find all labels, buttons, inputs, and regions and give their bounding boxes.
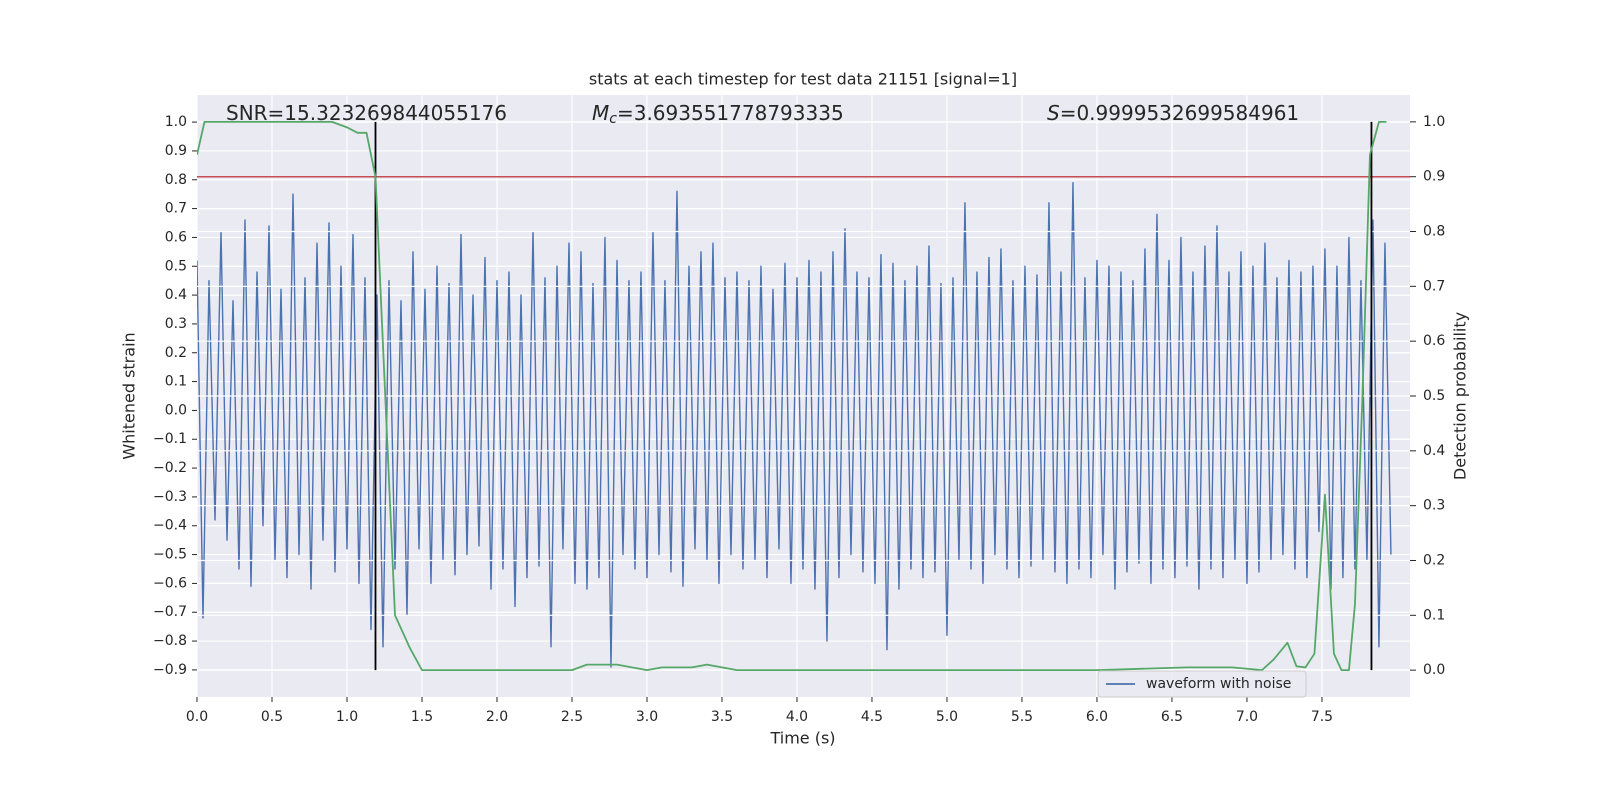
y-tick-label: 1.0 [165,114,187,130]
y2-axis-label: Detection probability [1451,312,1470,480]
x-tick-label: 1.0 [336,709,358,725]
y-tick-label: 0.3 [165,316,187,332]
chart-title: stats at each timestep for test data 211… [589,70,1017,89]
annotation-text: =3.693551778793335 [617,101,844,125]
y2-tick-label: 0.5 [1423,388,1445,404]
y-tick-label: 0.7 [165,201,187,217]
plot-layer [197,181,1392,668]
y-tick-label: −0.9 [153,662,187,678]
legend-label: waveform with noise [1146,676,1291,692]
y-tick-label: 0.2 [165,345,187,361]
y2-tick-label: 0.2 [1423,552,1445,568]
y2-tick-label: 0.6 [1423,333,1445,349]
x-tick-label: 2.0 [486,709,508,725]
x-tick-label: 0.5 [261,709,283,725]
y-tick-label: 0.1 [165,374,187,390]
annotation: S=0.9999532699584961 [1047,101,1299,125]
x-tick-label: 3.5 [711,709,733,725]
y2-tick-label: 0.4 [1423,443,1445,459]
x-tick-label: 5.0 [936,709,958,725]
x-tick-label: 7.0 [1236,709,1258,725]
annotation-text: =0.9999532699584961 [1060,101,1299,125]
annotation-subscript: c [609,111,617,127]
y-tick-label: 0.5 [165,258,187,274]
legend: waveform with noise [1097,670,1307,698]
y2-tick-label: 0.9 [1423,169,1445,185]
x-tick-label: 5.5 [1011,709,1033,725]
y2-tick-label: 0.8 [1423,224,1445,240]
y-tick-label: −0.2 [153,460,187,476]
y-tick-label: 0.0 [165,402,187,418]
x-tick-label: 2.5 [561,709,583,725]
annotation-symbol: M [592,101,609,125]
annotation-text: SNR=15.323269844055176 [226,101,507,125]
x-tick-label: 6.5 [1161,709,1183,725]
x-tick-label: 4.0 [786,709,808,725]
x-axis-label: Time (s) [769,729,835,748]
x-tick-label: 4.5 [861,709,883,725]
y2-tick-label: 0.3 [1423,498,1445,514]
legend-box [1097,670,1307,698]
series-line [197,181,1392,668]
series-line [197,120,1387,672]
y-tick-label: −0.6 [153,575,187,591]
y-tick-label: −0.8 [153,633,187,649]
y-tick-label: −0.5 [153,547,187,563]
y2-tick-label: 0.0 [1423,662,1445,678]
y-tick-label: −0.1 [153,431,187,447]
y2-tick-label: 0.7 [1423,278,1445,294]
y-tick-label: 0.6 [165,229,187,245]
y-tick-label: 0.4 [165,287,187,303]
x-tick-label: 6.0 [1086,709,1108,725]
x-tick-label: 3.0 [636,709,658,725]
y2-tick-label: 0.1 [1423,607,1445,623]
y-tick-label: −0.3 [153,489,187,505]
x-tick-label: 1.5 [411,709,433,725]
annotation: Mc=3.693551778793335 [592,101,844,128]
y-tick-label: 0.9 [165,143,187,159]
y-axis-label: Whitened strain [120,332,139,459]
plot-layer [197,120,1410,672]
y-tick-label: −0.7 [153,604,187,620]
x-tick-label: 0.0 [186,709,208,725]
y2-tick-label: 1.0 [1423,114,1445,130]
annotation: SNR=15.323269844055176 [226,101,507,125]
annotation-symbol: S [1047,101,1060,125]
y-tick-label: 0.8 [165,172,187,188]
x-tick-label: 7.5 [1311,709,1333,725]
y-tick-label: −0.4 [153,518,187,534]
